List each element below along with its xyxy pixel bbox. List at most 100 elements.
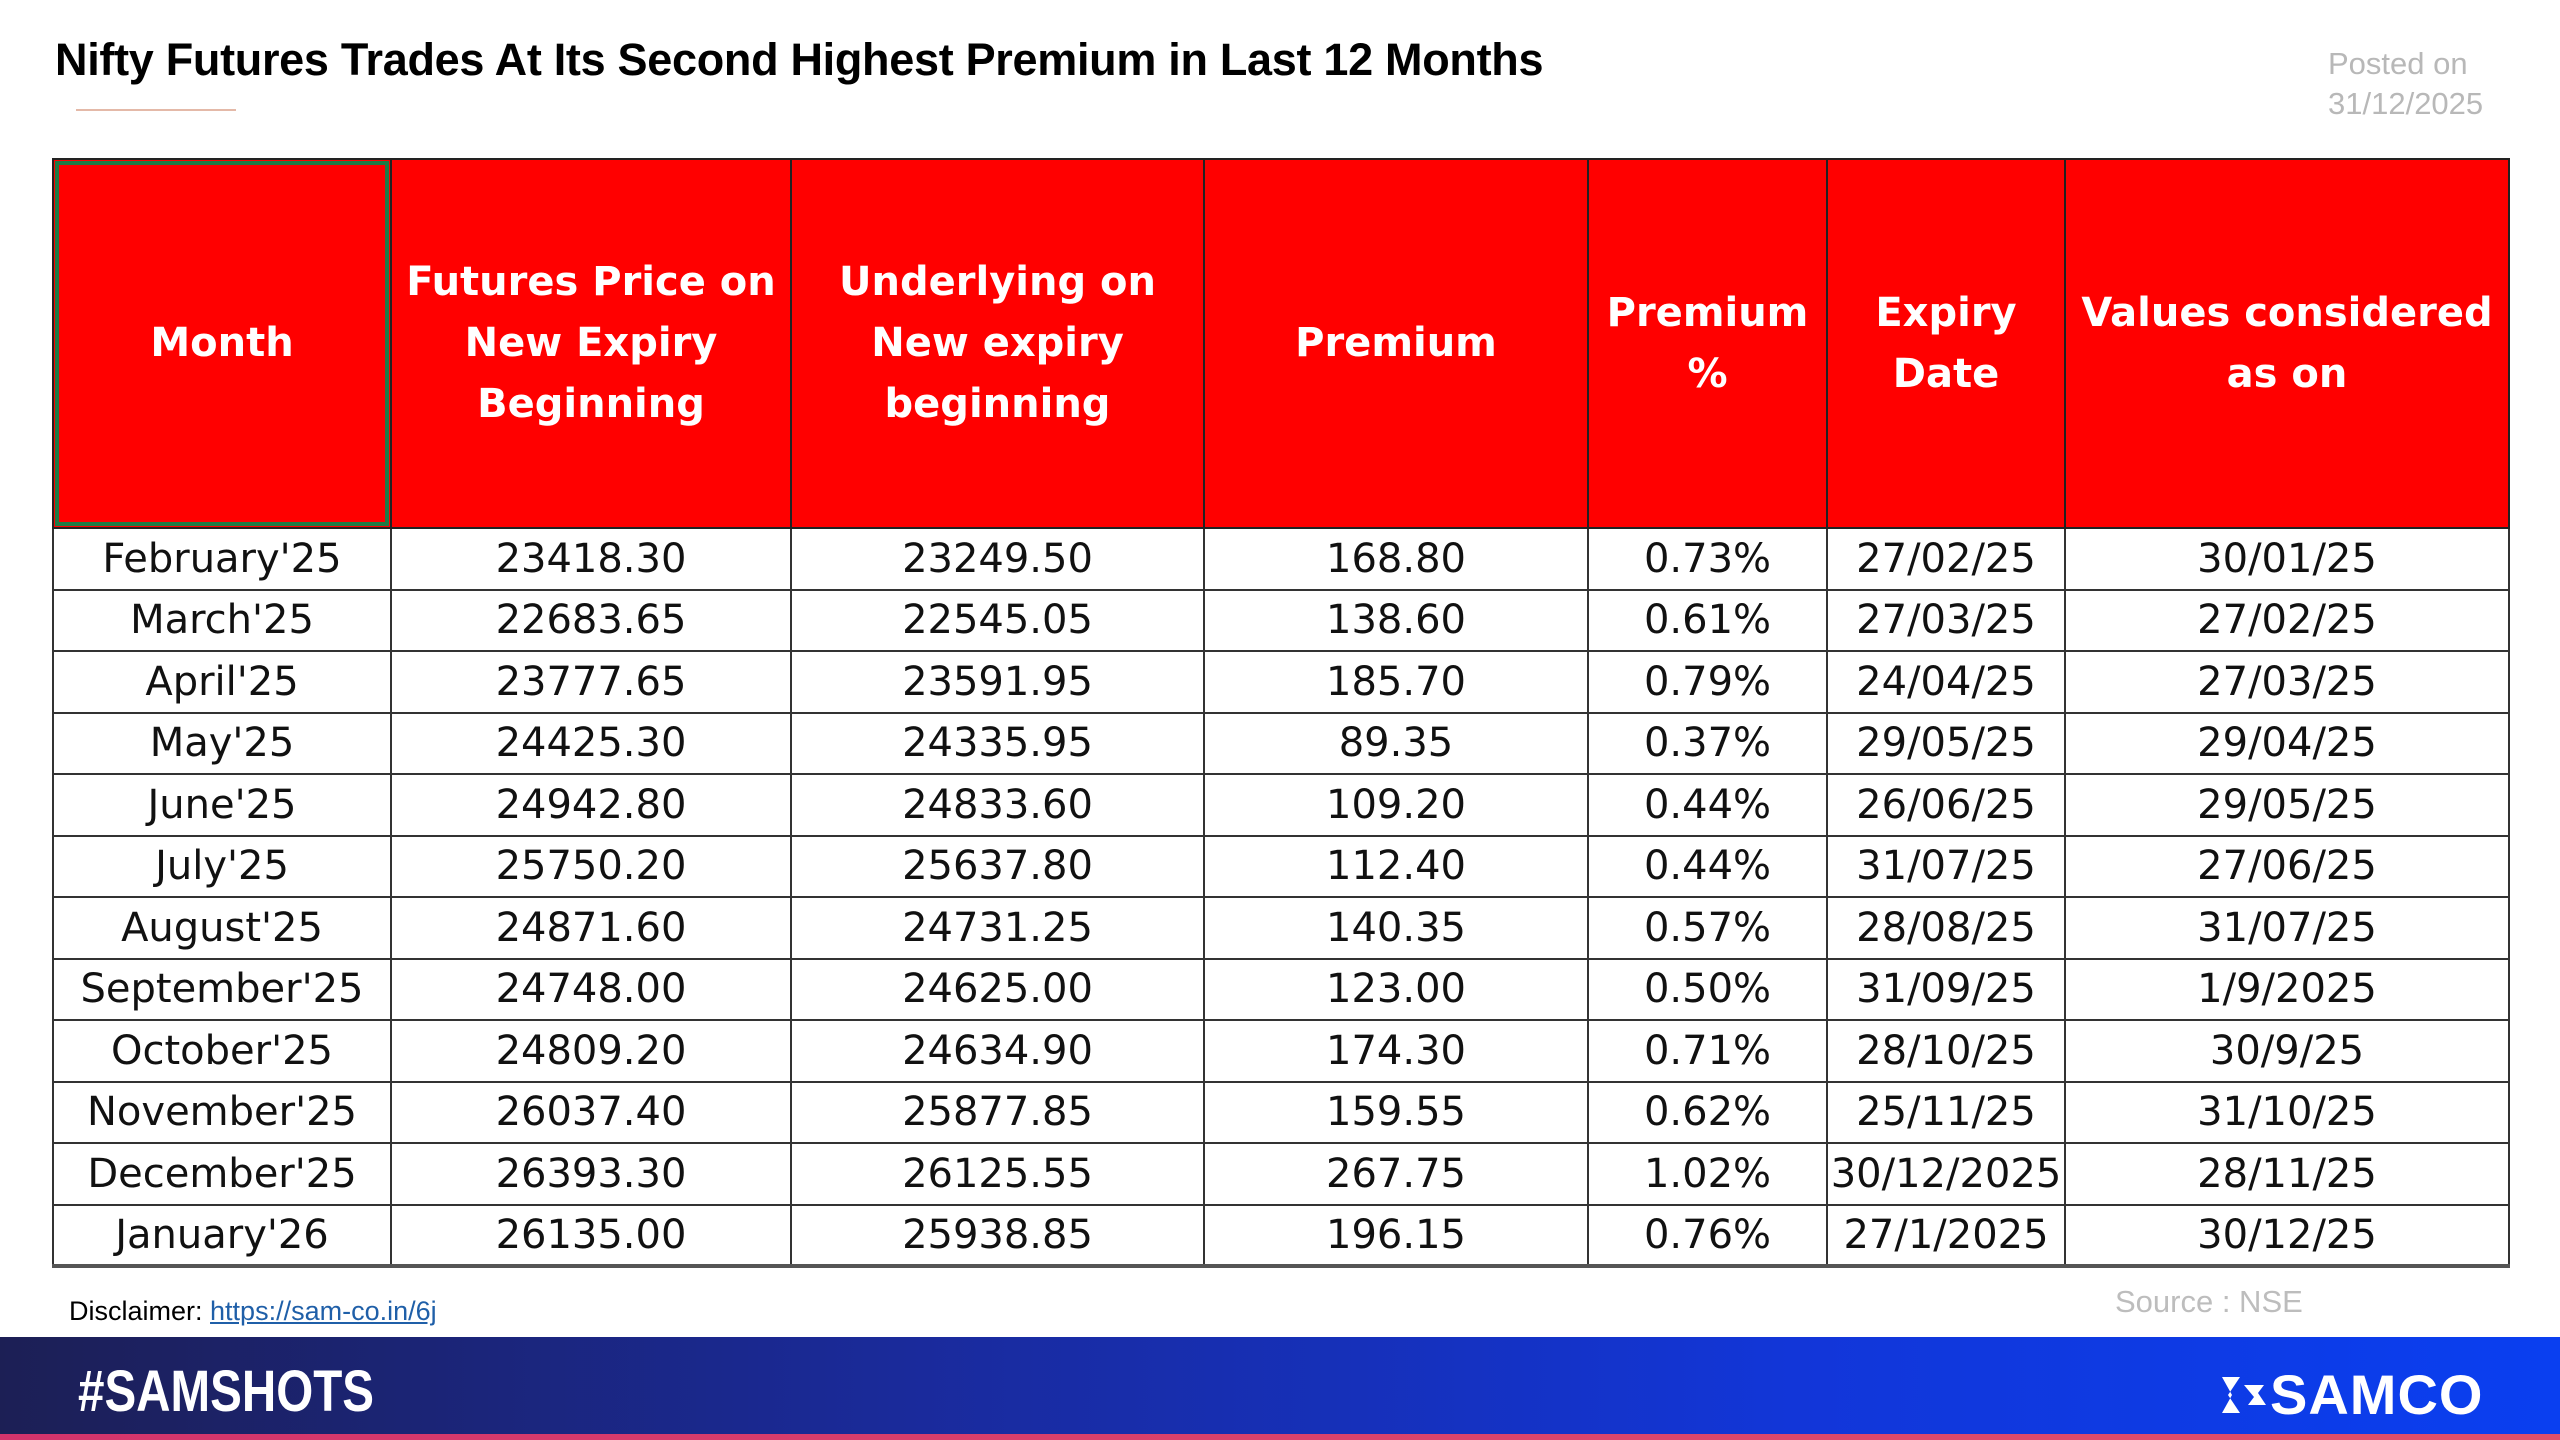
- table-cell: January'26: [52, 1203, 392, 1268]
- table-cell: 24634.90: [790, 1019, 1205, 1083]
- table-cell: 29/04/25: [2064, 711, 2510, 775]
- table-cell: 25750.20: [390, 834, 792, 898]
- table-cell: 24748.00: [390, 957, 792, 1021]
- table-cell: 174.30: [1203, 1019, 1589, 1083]
- table-row: June'25 24942.80 24833.60 109.20 0.44% 26/06/…: [52, 773, 2510, 837]
- disclaimer: Disclaimer: https://sam-co.in/6j: [69, 1296, 437, 1327]
- table-cell: 26/06/25: [1826, 773, 2066, 837]
- table-cell: 27/02/25: [2064, 588, 2510, 652]
- table-cell: July'25: [52, 834, 392, 898]
- samco-logo: SAMCO: [2218, 1362, 2483, 1427]
- table-cell: 1.02%: [1587, 1142, 1828, 1206]
- hashtag-label: #SAMSHOTS: [78, 1359, 374, 1424]
- footer-accent-strip: [0, 1434, 2560, 1440]
- table-cell: 27/06/25: [2064, 834, 2510, 898]
- disclaimer-label: Disclaimer:: [69, 1296, 203, 1326]
- table-cell: 0.62%: [1587, 1080, 1828, 1144]
- premium-table: Month Futures Price on New Expiry Beginni…: [52, 158, 2510, 1268]
- table-row: February'25 23418.30 23249.50 168.80 0.73% 27…: [52, 527, 2510, 591]
- table-cell: 123.00: [1203, 957, 1589, 1021]
- column-header: Underlying on New expiry beginning: [790, 158, 1205, 529]
- table-cell: August'25: [52, 896, 392, 960]
- table-row: March'25 22683.65 22545.05 138.60 0.61% 27/03…: [52, 588, 2510, 652]
- table-cell: September'25: [52, 957, 392, 1021]
- table-cell: 0.61%: [1587, 588, 1828, 652]
- table-cell: 24731.25: [790, 896, 1205, 960]
- table-cell: 28/08/25: [1826, 896, 2066, 960]
- table-cell: 24/04/25: [1826, 650, 2066, 714]
- disclaimer-link[interactable]: https://sam-co.in/6j: [210, 1296, 437, 1326]
- table-cell: 196.15: [1203, 1203, 1589, 1268]
- table-cell: 27/02/25: [1826, 527, 2066, 591]
- table-cell: 31/07/25: [2064, 896, 2510, 960]
- samco-logo-icon: [2222, 1376, 2266, 1413]
- table-cell: November'25: [52, 1080, 392, 1144]
- table-cell: 28/11/25: [2064, 1142, 2510, 1206]
- table-cell: 27/1/2025: [1826, 1203, 2066, 1268]
- table-row: September'25 24748.00 24625.00 123.00 0.50% 3…: [52, 957, 2510, 1021]
- table-cell: 30/12/25: [2064, 1203, 2510, 1268]
- table-cell: 30/9/25: [2064, 1019, 2510, 1083]
- table-cell: 138.60: [1203, 588, 1589, 652]
- table-cell: 25/11/25: [1826, 1080, 2066, 1144]
- table-cell: 0.44%: [1587, 834, 1828, 898]
- table-cell: 24809.20: [390, 1019, 792, 1083]
- table-cell: 30/01/25: [2064, 527, 2510, 591]
- table-cell: 1/9/2025: [2064, 957, 2510, 1021]
- table-cell: 0.50%: [1587, 957, 1828, 1021]
- table-cell: 24335.95: [790, 711, 1205, 775]
- column-header: Month: [52, 158, 392, 529]
- posted-label: Posted on: [2328, 46, 2468, 81]
- table-cell: 24625.00: [790, 957, 1205, 1021]
- table-cell: 29/05/25: [1826, 711, 2066, 775]
- table-cell: April'25: [52, 650, 392, 714]
- table-cell: 23777.65: [390, 650, 792, 714]
- table-cell: 168.80: [1203, 527, 1589, 591]
- table-cell: 24833.60: [790, 773, 1205, 837]
- brand-name: SAMCO: [2270, 1363, 2484, 1426]
- table-row: May'25 24425.30 24335.95 89.35 0.37% 29/05/25…: [52, 711, 2510, 775]
- table-cell: May'25: [52, 711, 392, 775]
- table-cell: 25637.80: [790, 834, 1205, 898]
- table-cell: December'25: [52, 1142, 392, 1206]
- table-row: January'26 26135.00 25938.85 196.15 0.76% 27/…: [52, 1203, 2510, 1268]
- table-cell: 185.70: [1203, 650, 1589, 714]
- table-cell: 26393.30: [390, 1142, 792, 1206]
- table-cell: 31/09/25: [1826, 957, 2066, 1021]
- table-row: April'25 23777.65 23591.95 185.70 0.79% 24/04…: [52, 650, 2510, 714]
- table-cell: 23591.95: [790, 650, 1205, 714]
- column-header: Futures Price on New Expiry Beginning: [390, 158, 792, 529]
- table-cell: June'25: [52, 773, 392, 837]
- footer-banner: [0, 1337, 2560, 1434]
- table-cell: 24942.80: [390, 773, 792, 837]
- title-underline: [76, 109, 236, 111]
- table-cell: 27/03/25: [1826, 588, 2066, 652]
- table-cell: 22545.05: [790, 588, 1205, 652]
- source-note: Source : NSE: [2115, 1284, 2303, 1319]
- column-header: Premium: [1203, 158, 1589, 529]
- table-cell: 31/07/25: [1826, 834, 2066, 898]
- table-cell: 23249.50: [790, 527, 1205, 591]
- table-cell: 140.35: [1203, 896, 1589, 960]
- table-cell: 29/05/25: [2064, 773, 2510, 837]
- table-cell: 89.35: [1203, 711, 1589, 775]
- table-cell: 0.37%: [1587, 711, 1828, 775]
- table-cell: 109.20: [1203, 773, 1589, 837]
- table-cell: 23418.30: [390, 527, 792, 591]
- posted-date-value: 31/12/2025: [2328, 86, 2484, 121]
- table-cell: 27/03/25: [2064, 650, 2510, 714]
- table-cell: 0.57%: [1587, 896, 1828, 960]
- table-cell: October'25: [52, 1019, 392, 1083]
- table-cell: 26125.55: [790, 1142, 1205, 1206]
- column-header: Expiry Date: [1826, 158, 2066, 529]
- table-cell: 30/12/2025: [1826, 1142, 2066, 1206]
- table-cell: 25877.85: [790, 1080, 1205, 1144]
- table-cell: March'25: [52, 588, 392, 652]
- table-cell: 24871.60: [390, 896, 792, 960]
- table-cell: 26037.40: [390, 1080, 792, 1144]
- table-header-row: Month Futures Price on New Expiry Beginni…: [52, 158, 2510, 529]
- table-row: November'25 26037.40 25877.85 159.55 0.62% 25…: [52, 1080, 2510, 1144]
- table-cell: 26135.00: [390, 1203, 792, 1268]
- table-cell: 0.44%: [1587, 773, 1828, 837]
- table-cell: 25938.85: [790, 1203, 1205, 1268]
